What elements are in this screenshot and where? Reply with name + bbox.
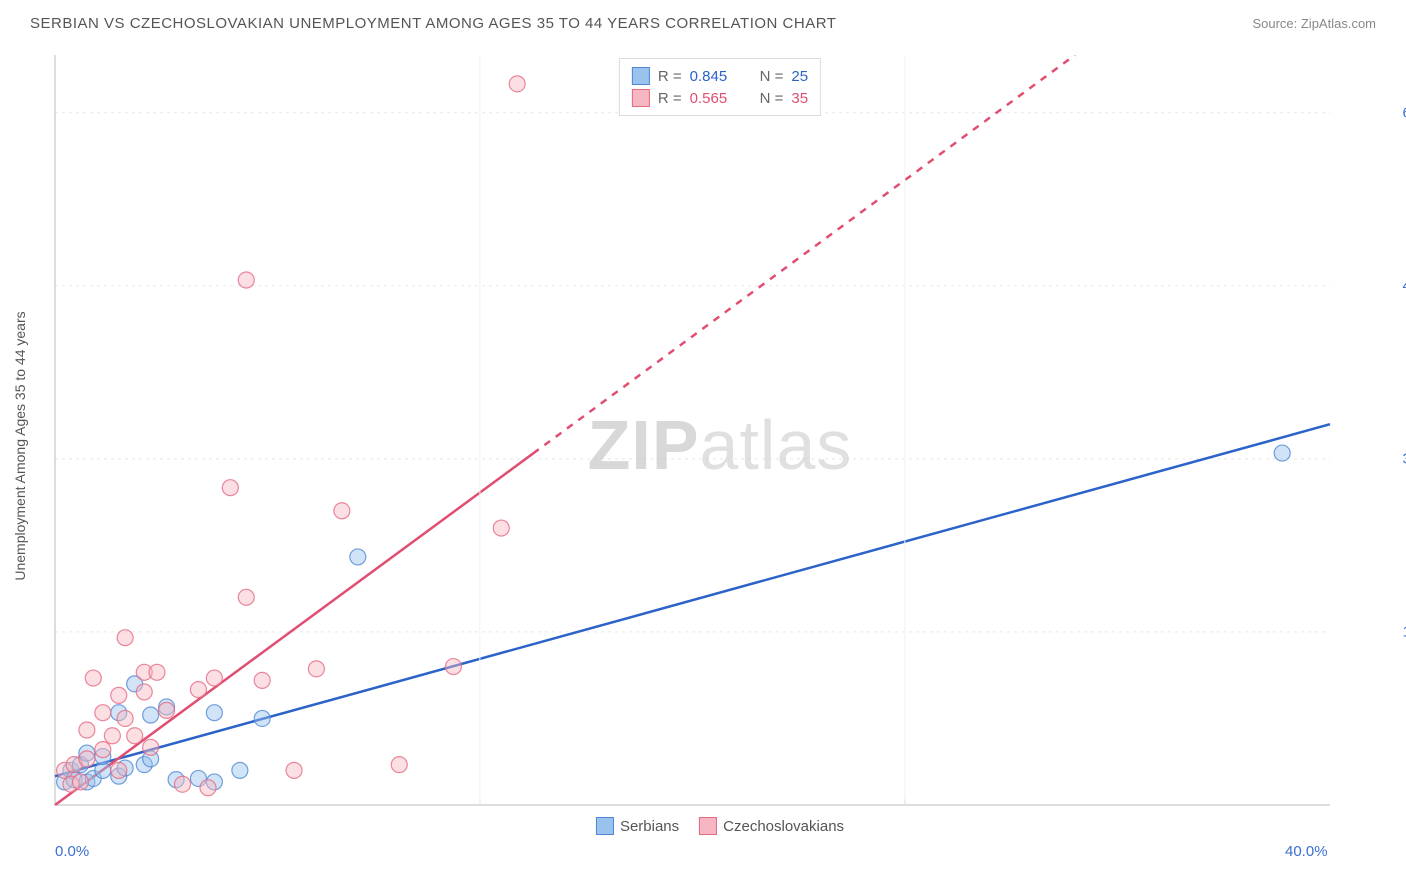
y-tick-label: 30.0% — [1402, 450, 1406, 467]
legend-swatch-serbians — [596, 817, 614, 835]
legend-swatch-czech — [632, 89, 650, 107]
n-value-serbians: 25 — [791, 68, 808, 85]
y-tick-label: 60.0% — [1402, 104, 1406, 121]
legend-correlation: R = 0.845 N = 25 R = 0.565 N = 35 — [619, 58, 821, 116]
r-label: R = — [658, 68, 682, 85]
source-text: Source: ZipAtlas.com — [1252, 16, 1376, 31]
legend-row-czech: R = 0.565 N = 35 — [632, 87, 808, 109]
plot-area: ZIPatlas R = 0.845 N = 25 R = 0.565 N = … — [50, 55, 1390, 835]
x-tick-label: 0.0% — [55, 843, 89, 860]
y-axis-label: Unemployment Among Ages 35 to 44 years — [12, 266, 28, 626]
series-name-serbians: Serbians — [620, 818, 679, 835]
legend-item-serbians: Serbians — [596, 817, 679, 835]
legend-swatch-czech — [699, 817, 717, 835]
legend-series: Serbians Czechoslovakians — [596, 817, 844, 835]
legend-item-czech: Czechoslovakians — [699, 817, 844, 835]
legend-swatch-serbians — [632, 67, 650, 85]
n-value-czech: 35 — [791, 90, 808, 107]
n-label: N = — [760, 68, 784, 85]
chart-title: SERBIAN VS CZECHOSLOVAKIAN UNEMPLOYMENT … — [30, 15, 836, 32]
chart-svg — [50, 55, 1390, 835]
series-name-czech: Czechoslovakians — [723, 818, 844, 835]
n-label: N = — [760, 90, 784, 107]
x-tick-label: 40.0% — [1285, 843, 1328, 860]
r-value-czech: 0.565 — [690, 90, 740, 107]
y-tick-label: 45.0% — [1402, 277, 1406, 294]
legend-row-serbians: R = 0.845 N = 25 — [632, 65, 808, 87]
r-label: R = — [658, 90, 682, 107]
r-value-serbians: 0.845 — [690, 68, 740, 85]
y-tick-label: 15.0% — [1402, 623, 1406, 640]
